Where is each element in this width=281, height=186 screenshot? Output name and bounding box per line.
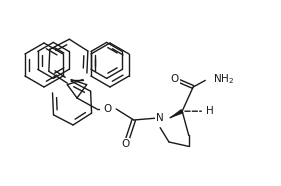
Text: H: H — [206, 106, 214, 116]
Text: NH$_2$: NH$_2$ — [213, 73, 234, 86]
Text: N: N — [156, 113, 164, 123]
Text: O: O — [121, 139, 129, 149]
Text: O: O — [104, 104, 112, 114]
Polygon shape — [170, 109, 183, 118]
Text: O: O — [171, 74, 179, 84]
